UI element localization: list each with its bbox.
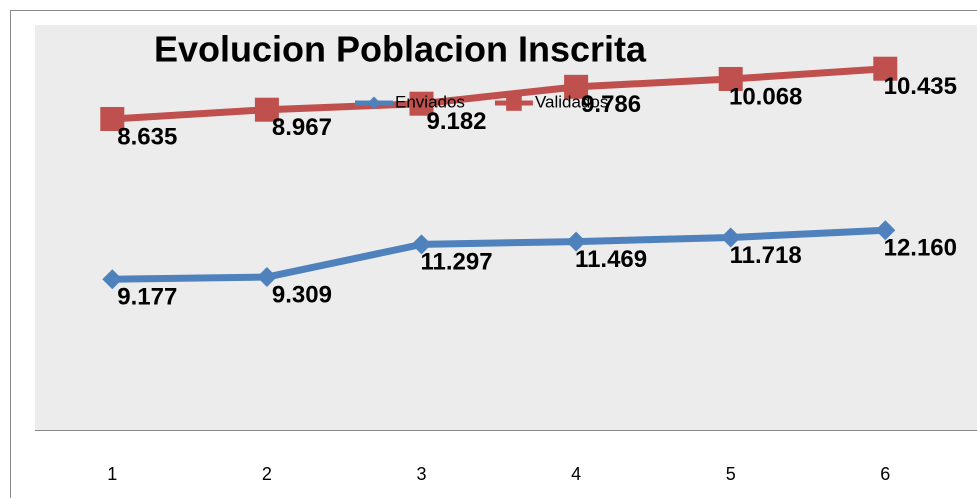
data-label: 9.182 [426, 108, 486, 135]
marker-diamond [256, 267, 277, 288]
data-label: 10.068 [729, 83, 802, 110]
plot-area [35, 25, 977, 430]
x-tick-label: 4 [571, 464, 581, 484]
series-line [112, 226, 886, 283]
marker-square [506, 95, 522, 111]
data-label: 9.786 [581, 91, 641, 118]
data-label: 8.967 [272, 114, 332, 141]
legend-label: Enviados [395, 92, 465, 111]
data-label: 9.177 [117, 284, 177, 311]
marker-diamond [566, 231, 587, 252]
data-label: 9.309 [272, 281, 332, 308]
data-label: 11.469 [575, 246, 647, 273]
x-tick-label: 1 [107, 464, 117, 484]
x-tick-label: 5 [726, 464, 736, 484]
marker-diamond [411, 234, 432, 255]
data-label: 12.160 [884, 235, 957, 262]
marker-square [254, 97, 279, 122]
series-line [112, 65, 886, 123]
marker-square [100, 106, 125, 131]
chart-title: Evolucion Poblacion Inscrita [154, 29, 647, 70]
marker-diamond [367, 96, 381, 110]
data-label: 11.718 [730, 242, 802, 269]
marker-square [718, 66, 743, 91]
legend-label: Validados [535, 92, 608, 111]
marker-square [409, 91, 434, 116]
x-tick-label: 2 [262, 464, 272, 484]
marker-square [873, 56, 898, 81]
x-tick-label: 6 [880, 464, 890, 484]
data-label: 11.297 [420, 249, 492, 276]
x-tick-label: 3 [416, 464, 426, 484]
marker-square [564, 74, 589, 99]
marker-diamond [102, 269, 123, 290]
data-label: 10.435 [884, 73, 957, 100]
marker-diamond [875, 220, 896, 241]
marker-diamond [720, 227, 741, 248]
data-label: 8.635 [117, 123, 177, 150]
